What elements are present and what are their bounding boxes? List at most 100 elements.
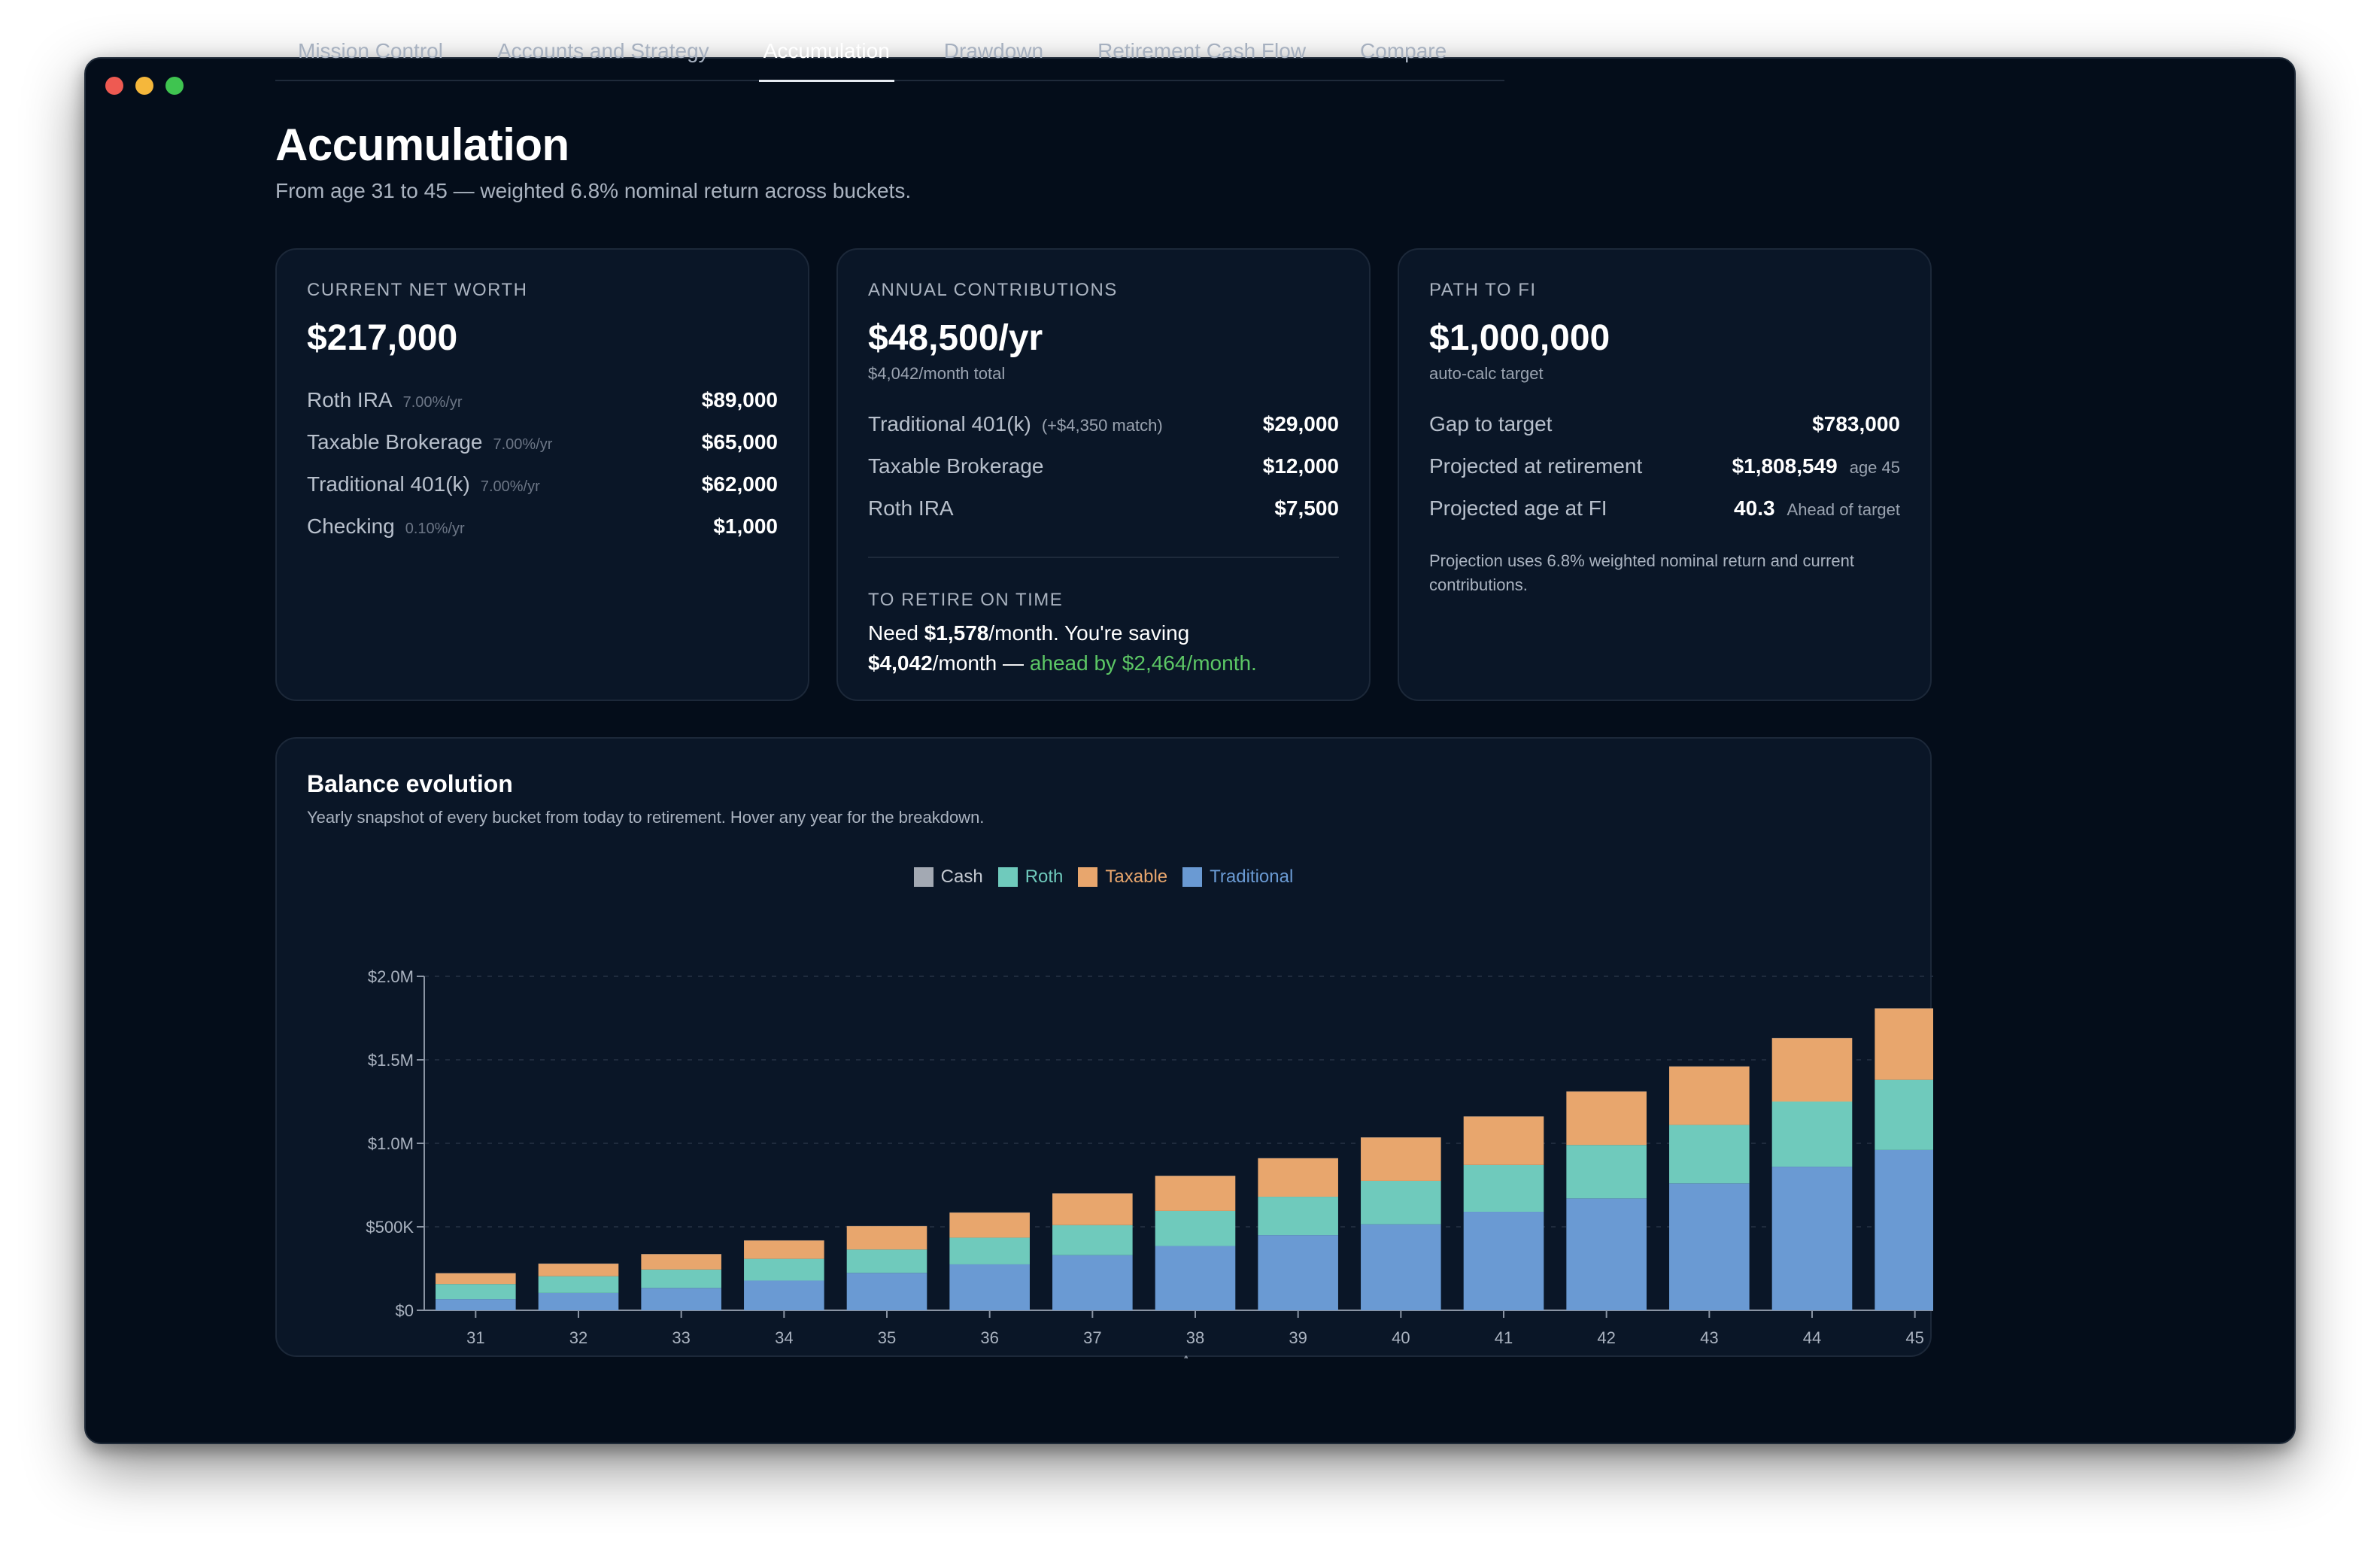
x-tick-label: 36 (980, 1328, 998, 1347)
retire-saving-suffix: /month — (932, 651, 1030, 675)
bar-segment-traditional (641, 1288, 721, 1310)
bar-segment-roth (1669, 1124, 1750, 1184)
chart-subtitle: Yearly snapshot of every bucket from tod… (307, 808, 985, 827)
contributions-card: ANNUAL CONTRIBUTIONS $48,500/yr $4,042/m… (836, 248, 1371, 701)
balance-evolution-card: Balance evolution Yearly snapshot of eve… (275, 737, 1933, 1358)
bar-segment-roth (1566, 1145, 1647, 1199)
tab-drawdown[interactable]: Drawdown (943, 39, 1044, 62)
fi-row-projected-retirement: Projected at retirement $1,808,549 age 4… (1429, 454, 1900, 496)
x-axis-label: Age (1180, 1352, 1210, 1358)
tab-accounts-and-strategy[interactable]: Accounts and Strategy (496, 39, 709, 62)
tab-accumulation[interactable]: Accumulation (758, 22, 894, 82)
legend-swatch-taxable (1078, 867, 1098, 887)
bar-segment-traditional (1566, 1198, 1647, 1310)
contribution-name: Traditional 401(k) (868, 412, 1031, 436)
contribution-row-taxable-brokerage: Taxable Brokerage $12,000 (868, 454, 1339, 496)
account-row-taxable-brokerage: Taxable Brokerage 7.00%/yr $65,000 (307, 430, 778, 472)
fi-row-name: Projected at retirement (1429, 454, 1643, 478)
bar-segment-taxable (1155, 1176, 1236, 1211)
x-tick-label: 45 (1905, 1328, 1923, 1347)
balance-stacked-bar-chart: $0 $500K $1.0M $1.5M $2.0M 31 32 33 34 35 36 37 38 39… (366, 967, 1933, 1358)
bar-segment-traditional (846, 1273, 927, 1310)
account-name: Checking (307, 514, 395, 538)
bar-segment-taxable (436, 1273, 516, 1285)
legend-item-traditional[interactable]: Traditional (1182, 867, 1293, 888)
retire-need-prefix: Need (868, 621, 924, 645)
bar-segment-traditional (1052, 1255, 1133, 1310)
bar-segment-roth (1771, 1101, 1853, 1167)
account-row-traditional-401k: Traditional 401(k) 7.00%/yr $62,000 (307, 472, 778, 514)
retire-need-amount: $1,578 (924, 621, 989, 645)
retire-ahead-amount: ahead by $2,464/month. (1029, 651, 1257, 675)
x-tick-label: 32 (569, 1328, 587, 1347)
x-tick-label: 44 (1803, 1328, 1821, 1347)
bar-segment-traditional (1361, 1224, 1441, 1310)
bar-segment-traditional (949, 1264, 1030, 1310)
bar-segment-taxable (744, 1240, 824, 1259)
bar-segment-roth (949, 1237, 1030, 1264)
y-tick-label: $0 (396, 1301, 414, 1320)
y-tick-label: $1.5M (368, 1051, 414, 1070)
account-rate: 7.00%/yr (480, 478, 540, 495)
bar-segment-roth (846, 1249, 927, 1273)
contribution-amount: $7,500 (1274, 496, 1339, 520)
account-amount: $62,000 (701, 472, 778, 496)
fi-row-projected-age: Projected age at FI 40.3 Ahead of target (1429, 496, 1900, 539)
tab-retirement-cash-flow[interactable]: Retirement Cash Flow (1097, 39, 1307, 62)
retire-need-suffix: /month. You're saving (988, 621, 1190, 645)
x-tick-label: 41 (1495, 1328, 1513, 1347)
bar-segment-taxable (1361, 1137, 1441, 1181)
bar-segment-roth (1875, 1079, 1933, 1150)
minimize-window-button[interactable] (135, 77, 153, 95)
bar-segment-taxable (846, 1226, 927, 1250)
close-window-button[interactable] (105, 77, 123, 95)
x-tick-label: 40 (1392, 1328, 1410, 1347)
bar-segment-traditional (1155, 1246, 1236, 1310)
bar-segment-taxable (1463, 1116, 1544, 1165)
contributions-label: ANNUAL CONTRIBUTIONS (868, 280, 1118, 300)
bar-segment-taxable (1052, 1193, 1133, 1225)
fi-rows: Gap to target $783,000 Projected at reti… (1429, 412, 1900, 539)
legend-label-roth: Roth (1025, 867, 1064, 887)
fi-row-note: age 45 (1849, 458, 1900, 477)
fi-row-amount: $1,808,549 (1732, 454, 1838, 478)
x-tick-label: 39 (1289, 1328, 1307, 1347)
legend-item-roth[interactable]: Roth (997, 867, 1064, 888)
legend-item-cash[interactable]: Cash (913, 867, 983, 888)
bar-segment-roth (744, 1258, 824, 1281)
tab-compare[interactable]: Compare (1360, 39, 1447, 62)
contribution-row-traditional-401k: Traditional 401(k) (+$4,350 match) $29,0… (868, 412, 1339, 454)
bar-segment-taxable (1566, 1091, 1647, 1146)
legend-item-taxable[interactable]: Taxable (1078, 867, 1167, 888)
contribution-name: Taxable Brokerage (868, 454, 1044, 478)
x-tick-label: 31 (466, 1328, 484, 1347)
projection-note: Projection uses 6.8% weighted nominal re… (1429, 551, 1854, 594)
chart-title: Balance evolution (307, 770, 513, 797)
fi-row-name: Gap to target (1429, 412, 1553, 436)
account-name: Taxable Brokerage (307, 430, 483, 454)
bar-segment-roth (641, 1269, 721, 1288)
x-tick-label: 42 (1597, 1328, 1615, 1347)
account-amount: $89,000 (701, 388, 778, 411)
bar-segment-traditional (436, 1299, 516, 1310)
bar-segment-roth (1155, 1210, 1236, 1246)
bar-segment-traditional (1875, 1149, 1933, 1310)
bar-segment-taxable (949, 1213, 1030, 1238)
bar-segment-roth (1361, 1180, 1441, 1225)
tab-mission-control[interactable]: Mission Control (298, 39, 443, 62)
contribution-rows: Traditional 401(k) (+$4,350 match) $29,0… (868, 412, 1339, 539)
path-to-fi-card: PATH TO FI $1,000,000 auto-calc target G… (1398, 248, 1932, 701)
page-title: Accumulation (275, 120, 569, 170)
fi-row-name: Projected age at FI (1429, 496, 1607, 520)
account-rate: 7.00%/yr (402, 394, 463, 411)
account-rate: 7.00%/yr (493, 436, 553, 453)
bar-segment-taxable (538, 1264, 619, 1276)
bar-segment-taxable (1258, 1158, 1338, 1197)
maximize-window-button[interactable] (165, 77, 184, 95)
bar-segment-traditional (1669, 1183, 1750, 1310)
x-tick-label: 34 (775, 1328, 793, 1347)
contribution-match-note: (+$4,350 match) (1041, 416, 1163, 435)
bar-segment-roth (1258, 1197, 1338, 1236)
retire-saving-amount: $4,042 (868, 651, 933, 675)
account-amount: $1,000 (713, 514, 778, 538)
